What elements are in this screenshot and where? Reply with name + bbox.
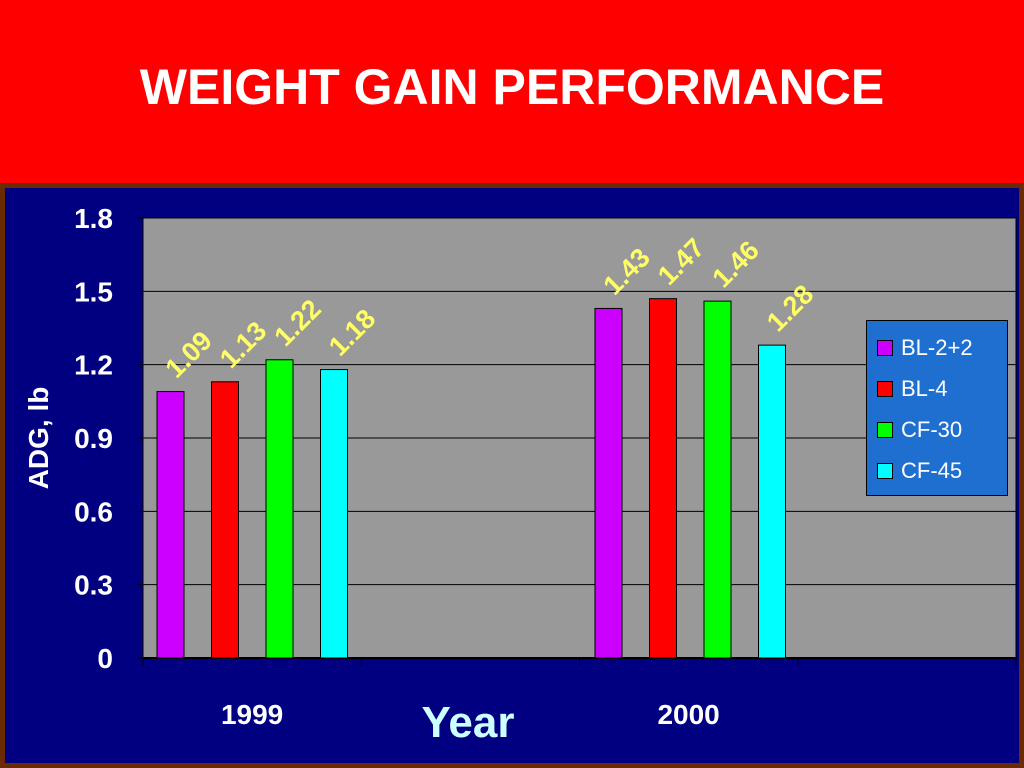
y-tick-label: 1.5	[74, 276, 113, 307]
legend-swatch	[877, 340, 893, 356]
x-tick-label: 2000	[657, 699, 719, 730]
bar	[758, 344, 786, 659]
bar	[320, 369, 348, 659]
bar	[211, 381, 239, 659]
bar	[594, 307, 623, 659]
legend-label: BL-4	[901, 376, 948, 401]
y-tick-label: 0.9	[74, 423, 113, 454]
legend-label: CF-30	[901, 417, 963, 442]
y-tick-label: 0.3	[74, 570, 113, 601]
y-tick-label: 0	[97, 643, 113, 674]
legend-swatch	[877, 463, 893, 479]
y-tick-label: 1.8	[74, 203, 113, 234]
slide-title: WEIGHT GAIN PERFORMANCE	[139, 59, 885, 115]
legend-item-cf-30: CF-30	[877, 415, 962, 445]
legend-item-cf-45: CF-45	[877, 456, 962, 486]
y-tick-label: 1.2	[74, 350, 113, 381]
bar	[265, 359, 294, 659]
legend-item-bl-4: BL-4	[877, 374, 947, 404]
chart-legend: BL-2+2 BL-4 CF-30 CF-45	[866, 320, 1008, 496]
x-axis-title: Year	[422, 698, 515, 747]
bar	[649, 298, 677, 659]
legend-swatch	[877, 422, 893, 438]
legend-swatch	[877, 381, 893, 397]
legend-item-bl-2-2: BL-2+2	[877, 333, 973, 363]
bar	[703, 300, 732, 659]
x-tick-label: 1999	[221, 699, 283, 730]
y-tick-label: 0.6	[74, 496, 113, 527]
legend-label: CF-45	[901, 458, 963, 483]
bar	[156, 391, 185, 659]
legend-label: BL-2+2	[901, 335, 973, 360]
y-axis-title: ADG, lb	[23, 387, 54, 490]
